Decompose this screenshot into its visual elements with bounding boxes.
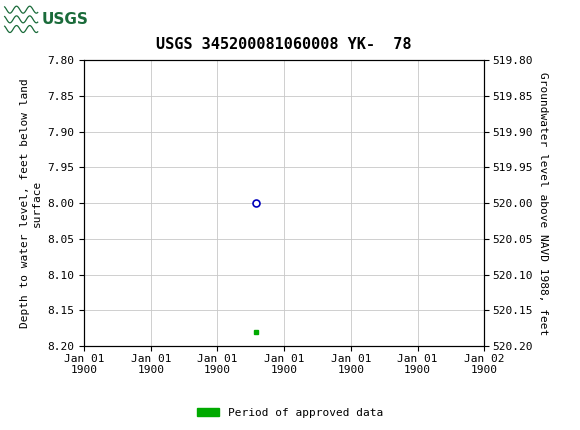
Y-axis label: Groundwater level above NAVD 1988, feet: Groundwater level above NAVD 1988, feet bbox=[538, 71, 548, 335]
Title: USGS 345200081060008 YK-  78: USGS 345200081060008 YK- 78 bbox=[157, 37, 412, 52]
Y-axis label: Depth to water level, feet below land
surface: Depth to water level, feet below land su… bbox=[20, 78, 42, 328]
Text: USGS: USGS bbox=[42, 12, 89, 27]
Legend: Period of approved data: Period of approved data bbox=[193, 403, 387, 422]
Bar bbox=[3, 3, 78, 36]
